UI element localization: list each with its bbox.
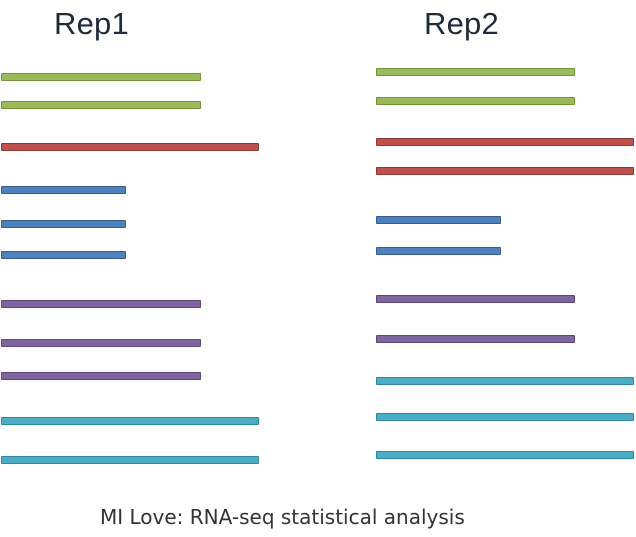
rep1-read-bar-red: [1, 143, 259, 151]
rep1-read-bar-purple: [1, 300, 201, 308]
rep1-read-bar-cyan: [1, 456, 259, 464]
rep1-read-bar-blue: [1, 220, 126, 228]
rep2-read-bar-purple: [376, 295, 575, 303]
rep1-read-bar-blue: [1, 186, 126, 194]
rep1-read-bar-purple: [1, 372, 201, 380]
rep2-read-bar-cyan: [376, 377, 634, 385]
rep1-read-bar-green: [1, 101, 201, 109]
rep2-read-bar-cyan: [376, 413, 634, 421]
rep1-read-bar-blue: [1, 251, 126, 259]
rep2-read-bar-blue: [376, 216, 501, 224]
rep1-read-bar-cyan: [1, 417, 259, 425]
rep2-read-bar-red: [376, 138, 634, 146]
rep1-read-bar-green: [1, 73, 201, 81]
rep2-read-bar-green: [376, 68, 575, 76]
rep2-read-bar-red: [376, 167, 634, 175]
rep2-read-bar-purple: [376, 335, 575, 343]
rep2-read-bar-blue: [376, 247, 501, 255]
rep2-read-bar-cyan: [376, 451, 634, 459]
rep2-title: Rep2: [424, 6, 499, 41]
rep1-title: Rep1: [54, 6, 129, 41]
rep1-read-bar-purple: [1, 339, 201, 347]
rep2-read-bar-green: [376, 97, 575, 105]
caption: MI Love: RNA-seq statistical analysis: [100, 505, 465, 529]
